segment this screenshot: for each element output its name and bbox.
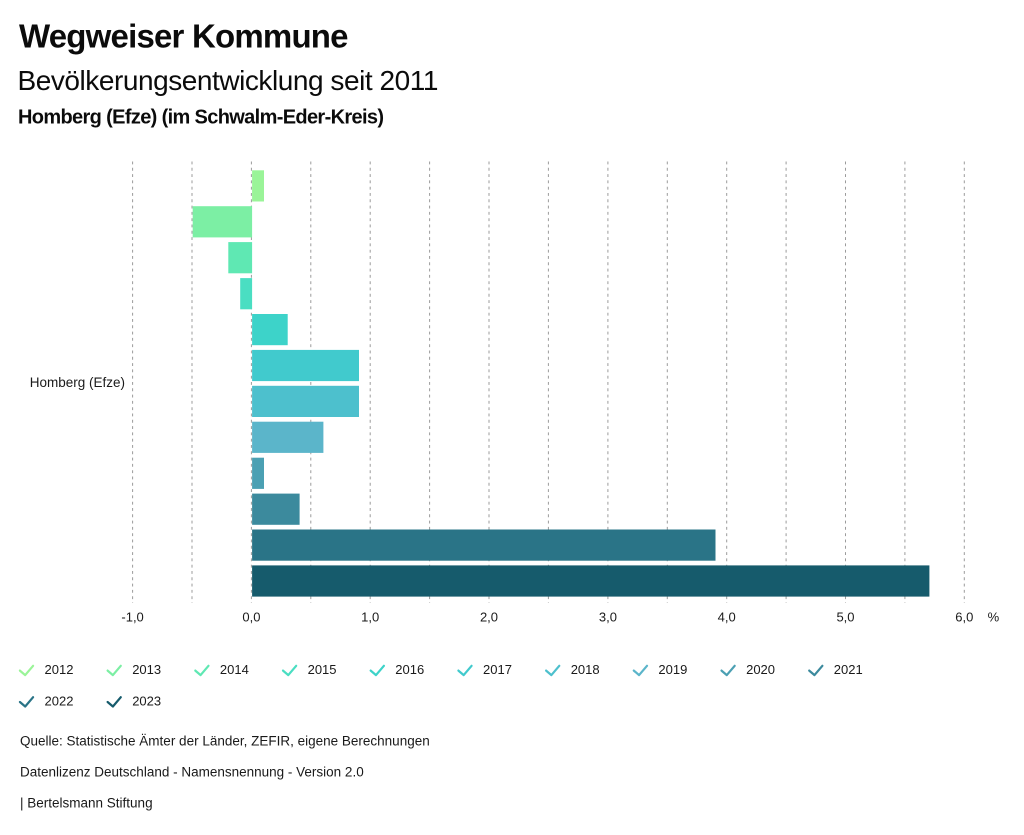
svg-text:5,0: 5,0 [836,610,854,625]
svg-text:2022: 2022 [45,694,74,709]
svg-text:2013: 2013 [132,662,161,677]
svg-text:1,0: 1,0 [361,610,379,625]
svg-text:3,0: 3,0 [599,610,617,625]
svg-text:4,0: 4,0 [718,610,736,625]
svg-text:0,0: 0,0 [242,610,260,625]
svg-text:2017: 2017 [483,662,512,677]
svg-text:Homberg (Efze): Homberg (Efze) [30,375,125,390]
svg-text:2023: 2023 [132,694,161,709]
svg-text:2019: 2019 [658,662,687,677]
svg-text:Quelle: Statistische Ämter der: Quelle: Statistische Ämter der Länder, Z… [20,734,430,749]
svg-text:| Bertelsmann Stiftung: | Bertelsmann Stiftung [20,796,153,811]
svg-text:2012: 2012 [45,662,74,677]
svg-text:2014: 2014 [220,662,249,677]
svg-text:6,0: 6,0 [955,610,973,625]
svg-text:2020: 2020 [746,662,775,677]
svg-text:Datenlizenz Deutschland - Name: Datenlizenz Deutschland - Namensnennung … [20,765,364,780]
svg-text:Homberg (Efze) (im Schwalm-Ede: Homberg (Efze) (im Schwalm-Eder-Kreis) [18,107,383,129]
svg-text:Wegweiser Kommune: Wegweiser Kommune [19,18,348,55]
svg-text:2,0: 2,0 [480,610,498,625]
svg-text:2021: 2021 [834,662,863,677]
svg-text:%: % [988,610,1000,625]
svg-text:2015: 2015 [308,662,337,677]
svg-text:-1,0: -1,0 [121,610,143,625]
svg-text:2018: 2018 [571,662,600,677]
svg-text:2016: 2016 [395,662,424,677]
svg-text:Bevölkerungsentwicklung seit 2: Bevölkerungsentwicklung seit 2011 [18,65,438,96]
